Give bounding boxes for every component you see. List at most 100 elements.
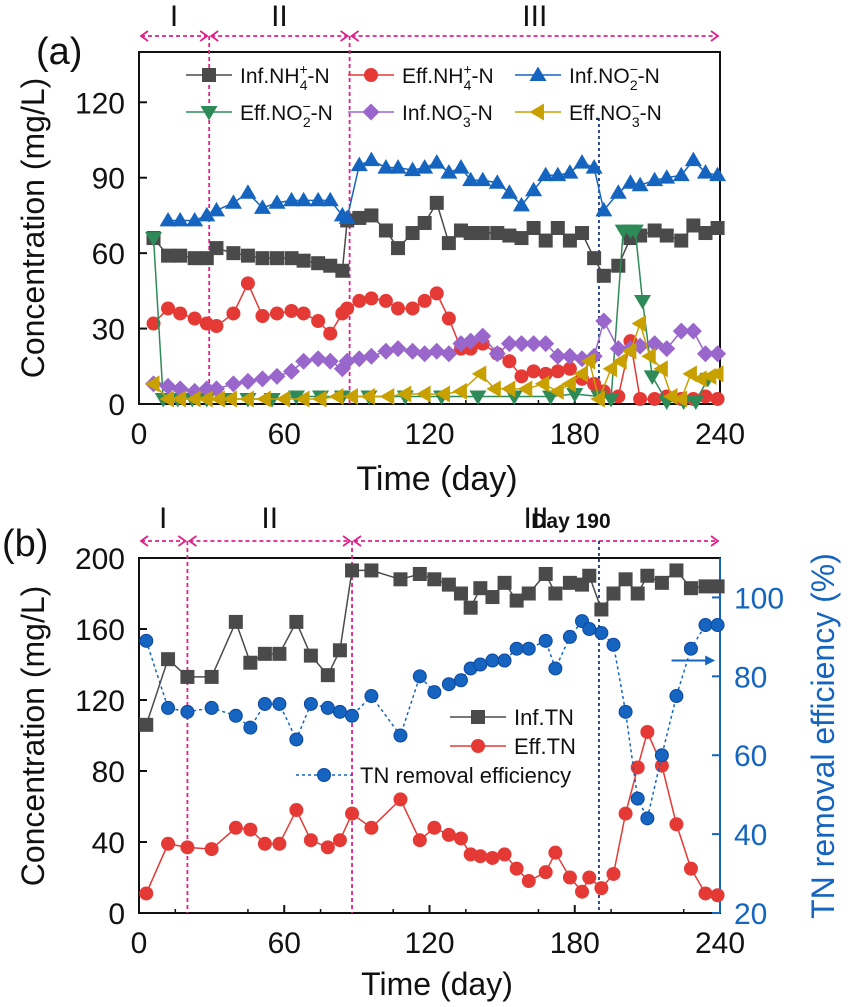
data-point-inftn — [303, 648, 318, 663]
y-tick-label: 120 — [75, 685, 125, 718]
data-point-infno2 — [404, 161, 422, 177]
data-point-infno2 — [198, 206, 216, 222]
legend-item-infno3: Inf.NO− 3-N — [348, 98, 493, 130]
data-point-inftn — [698, 579, 713, 594]
data-point-efftn — [698, 886, 713, 901]
x-tick-label: 60 — [268, 418, 301, 451]
data-point-infnh4 — [296, 253, 311, 268]
data-point-infno2 — [338, 209, 356, 224]
y-axis-ticks: 0 30 60 90 120 — [75, 87, 147, 422]
data-point-effno3 — [573, 365, 588, 383]
data-point-infnh4 — [611, 258, 626, 273]
data-point-inftn — [485, 590, 500, 605]
data-point-tnre — [618, 704, 633, 719]
data-point-infno3 — [404, 342, 422, 360]
data-point-tnre — [548, 661, 563, 676]
data-point-infno2 — [561, 164, 579, 179]
data-point-effnh4 — [340, 301, 355, 316]
data-point-infno2 — [239, 184, 257, 199]
data-point-effno3 — [663, 387, 678, 405]
data-point-infnh4 — [538, 233, 553, 248]
right-axis-ticks: 20 40 60 80 100 — [712, 582, 784, 931]
data-point-infnh4 — [674, 233, 689, 248]
data-point-infnh4 — [710, 221, 725, 235]
data-point-infnh4 — [596, 268, 611, 283]
data-point-effno3 — [210, 390, 225, 408]
legend-marker — [529, 66, 547, 81]
data-point-efftn — [364, 820, 379, 835]
data-point-inftn — [618, 572, 633, 587]
data-point-infnh4 — [173, 248, 188, 263]
data-point-infnh4 — [502, 228, 517, 243]
data-point-infno2 — [500, 184, 518, 199]
data-point-effno3 — [360, 387, 375, 405]
data-point-infno2 — [474, 171, 492, 187]
data-point-effno3 — [590, 390, 605, 408]
data-point-infnh4 — [490, 226, 505, 241]
data-point-effnh4 — [562, 361, 577, 376]
data-point-effnh4 — [429, 286, 444, 301]
y-tick-label: 160 — [75, 614, 125, 647]
data-point-infnh4 — [514, 231, 529, 246]
data-point-efftn — [669, 817, 684, 832]
legend-item-infnh4: Inf.NH+ 4-N — [186, 61, 330, 93]
legend-marker — [317, 768, 331, 782]
data-point-effno3 — [312, 390, 327, 408]
data-point-effno3 — [295, 390, 310, 408]
data-point-efftn — [453, 831, 468, 846]
series-efftn — [139, 724, 725, 903]
data-point-inftn — [161, 652, 176, 667]
legend-label: Eff.NO− 2-N — [240, 98, 333, 130]
data-point-effno3 — [222, 390, 237, 408]
series-infnh4 — [146, 195, 725, 283]
phase-arrow-left — [139, 535, 149, 547]
phase-arrow-left — [187, 535, 197, 547]
data-point-inftn — [453, 586, 468, 601]
data-point-inftn — [272, 646, 287, 661]
data-point-tnre — [630, 791, 645, 806]
x-tick-label: 120 — [404, 927, 454, 960]
data-point-inftn — [538, 566, 553, 581]
data-point-infnh4 — [187, 251, 202, 266]
data-point-infno3 — [646, 335, 664, 353]
data-point-infno2 — [512, 196, 530, 212]
data-point-effno2 — [566, 387, 584, 403]
data-point-tnre — [332, 704, 347, 719]
data-point-effno3 — [198, 390, 213, 408]
data-point-infno2 — [186, 211, 204, 227]
data-point-infno3 — [224, 375, 242, 393]
data-point-effno2 — [626, 224, 644, 240]
data-point-tnre — [640, 811, 655, 826]
data-point-efftn — [228, 820, 243, 835]
data-point-effno3 — [329, 387, 344, 405]
data-point-tnre — [521, 641, 536, 656]
data-point-inftn — [320, 668, 335, 683]
data-point-effno3 — [171, 390, 187, 408]
data-point-effno3 — [486, 380, 501, 398]
data-point-efftn — [289, 803, 304, 818]
data-point-tnre — [139, 633, 154, 648]
x-tick-label: 180 — [550, 927, 600, 960]
data-point-infno2 — [159, 211, 177, 227]
y-tick-label: 0 — [108, 898, 125, 931]
data-point-infnh4 — [526, 221, 541, 235]
legend-item-tnre: TN removal efficiency — [296, 763, 571, 788]
data-point-tnre — [594, 625, 609, 640]
data-point-effno3 — [549, 382, 564, 400]
data-point-infnh4 — [323, 258, 338, 273]
data-point-infno3 — [159, 377, 177, 395]
phase-label: I — [159, 502, 167, 535]
legend-label: Inf.TN — [514, 705, 574, 730]
data-point-infnh4 — [429, 195, 444, 210]
data-point-infno2 — [709, 166, 727, 182]
data-point-infno3 — [474, 327, 492, 345]
phase-label: III — [524, 502, 549, 535]
data-point-efftn — [272, 836, 287, 851]
data-point-infno3 — [309, 350, 327, 368]
data-point-efftn — [509, 861, 524, 876]
data-point-effnh4 — [352, 293, 367, 308]
data-point-effnh4 — [209, 319, 224, 334]
x-axis-ticks: 0 60 120 180 240 — [131, 905, 745, 960]
